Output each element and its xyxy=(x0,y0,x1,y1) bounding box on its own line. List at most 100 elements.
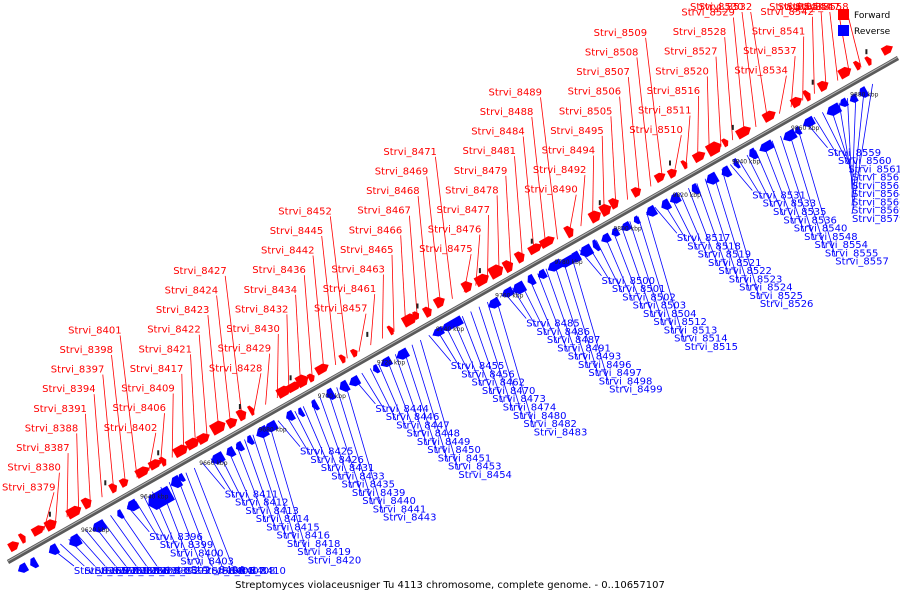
forward-gene-feature xyxy=(487,264,504,280)
reverse-gene-label: Strvi_8455 xyxy=(451,361,505,372)
reverse-gene-label: Strvi_8389 xyxy=(126,566,180,577)
axis-tick-label: 9620 kbp xyxy=(81,527,109,534)
leader-line xyxy=(85,529,116,567)
forward-gene-label: Strvi_8421 xyxy=(139,344,193,355)
leader-line xyxy=(435,156,453,299)
reverse-gene-feature xyxy=(326,387,337,401)
leader-line xyxy=(252,434,288,539)
reverse-gene-feature xyxy=(170,474,184,489)
reverse-gene-feature xyxy=(339,379,351,393)
forward-gene-label: Strvi_8528 xyxy=(673,27,727,38)
forward-gene-feature xyxy=(196,433,210,446)
leader-line xyxy=(851,88,865,206)
forward-gene-label: Strvi_8532 xyxy=(699,2,753,13)
leader-line xyxy=(216,295,231,425)
forward-gene-label: Strvi_8442 xyxy=(261,246,315,257)
forward-gene-label: Strvi_8409 xyxy=(121,384,175,395)
forward-gene-feature xyxy=(563,225,574,239)
reverse-gene-label: Strvi_8554 xyxy=(815,240,869,251)
forward-gene-label: Strvi_8529 xyxy=(681,8,735,19)
leader-line xyxy=(592,155,594,220)
reverse-gene-feature xyxy=(380,355,394,368)
leader-line xyxy=(265,353,270,405)
forward-gene-label: Strvi_8481 xyxy=(463,146,517,157)
forward-gene-feature xyxy=(225,417,238,429)
forward-gene-label: Strvi_8465 xyxy=(340,245,394,256)
forward-gene-feature xyxy=(43,519,57,532)
forward-gene-feature xyxy=(720,138,729,148)
leader-line xyxy=(193,467,233,567)
reverse-gene-label: Strvi_8487 xyxy=(547,335,601,346)
leader-line xyxy=(76,534,106,567)
forward-gene-label: Strvi_8511 xyxy=(638,106,692,117)
reverse-gene-feature xyxy=(226,446,237,458)
reverse-gene-label: Strvi_8454 xyxy=(458,470,512,481)
leader-line xyxy=(796,126,836,257)
reverse-gene-feature xyxy=(633,215,641,225)
axis-tick-label: 9680 kbp xyxy=(258,427,286,434)
reverse-gene-feature xyxy=(92,519,108,533)
forward-gene-feature xyxy=(65,505,82,520)
reverse-gene-label: Strvi_8480 xyxy=(513,411,567,422)
forward-gene-feature xyxy=(172,444,189,459)
reverse-gene-label: Strvi_8499 xyxy=(609,385,663,396)
leader-line xyxy=(411,344,449,462)
leader-line xyxy=(358,313,367,352)
reverse-gene-label: Strvi_8416 xyxy=(277,531,331,542)
reverse-gene-label: Strvi_8392 xyxy=(147,566,201,577)
forward-gene-feature xyxy=(816,80,829,93)
forward-gene-label: Strvi_8547 xyxy=(787,2,841,13)
reverse-gene-feature xyxy=(621,221,633,232)
reverse-gene-label: Strvi_8562 xyxy=(852,173,900,184)
leader-line xyxy=(610,116,617,207)
forward-gene-label: Strvi_8417 xyxy=(130,364,184,375)
misc-feature-mark xyxy=(731,124,734,130)
forward-gene-feature xyxy=(607,198,619,210)
leader-line xyxy=(679,192,709,259)
leader-line xyxy=(327,391,363,497)
forward-gene-label: Strvi_8380 xyxy=(7,463,61,474)
leader-line xyxy=(570,254,610,385)
leader-line xyxy=(537,273,569,352)
reverse-gene-label: Strvi_8456 xyxy=(461,370,515,381)
forward-gene-label: Strvi_8430 xyxy=(226,324,280,335)
reverse-gene-label: Strvi_8411 xyxy=(225,489,279,500)
forward-gene-label: Strvi_8388 xyxy=(25,423,79,434)
forward-gene-feature xyxy=(400,313,417,328)
reverse-gene-label: Strvi_8522 xyxy=(718,266,772,277)
reverse-gene-feature xyxy=(839,97,850,108)
reverse-gene-label: Strvi_8540 xyxy=(794,224,848,235)
reverse-gene-label: Strvi_8493 xyxy=(568,352,622,363)
leader-line xyxy=(119,335,138,478)
leader-line xyxy=(847,98,853,190)
reverse-gene-label: Strvi_8447 xyxy=(396,420,450,431)
misc-feature-mark xyxy=(478,268,481,274)
reverse-gene-feature xyxy=(69,533,83,548)
reverse-gene-label: Strvi_8482 xyxy=(523,419,577,430)
forward-gene-label: Strvi_8509 xyxy=(594,28,648,39)
reverse-gene-label: Strvi_8496 xyxy=(578,360,632,371)
reverse-gene-feature xyxy=(721,165,733,178)
leader-line xyxy=(755,150,784,216)
forward-gene-label: Strvi_8457 xyxy=(314,304,368,315)
forward-gene-label: Strvi_8428 xyxy=(209,363,263,374)
reverse-gene-label: Strvi_8418 xyxy=(287,539,341,550)
leader-line xyxy=(487,214,489,280)
reverse-gene-label: Strvi_8377 xyxy=(84,566,138,577)
legend-forward-label: Forward xyxy=(854,11,890,21)
reverse-gene-label: Strvi_8449 xyxy=(417,437,471,448)
leader-line xyxy=(168,482,202,567)
leader-line xyxy=(487,301,524,420)
forward-gene-label: Strvi_8516 xyxy=(647,86,701,97)
misc-feature-mark xyxy=(669,160,671,166)
reverse-gene-label: Strvi_8525 xyxy=(750,291,804,302)
reverse-gene-feature xyxy=(349,375,362,387)
legend-forward-swatch xyxy=(838,9,849,20)
misc-feature-mark xyxy=(598,200,601,206)
leader-line xyxy=(838,102,853,181)
leader-line xyxy=(779,75,787,114)
reverse-gene-label: Strvi_8517 xyxy=(677,233,731,244)
reverse-gene-label: Strvi_8531 xyxy=(752,191,806,202)
misc-feature-mark xyxy=(530,238,533,244)
reverse-gene-feature xyxy=(126,498,140,512)
